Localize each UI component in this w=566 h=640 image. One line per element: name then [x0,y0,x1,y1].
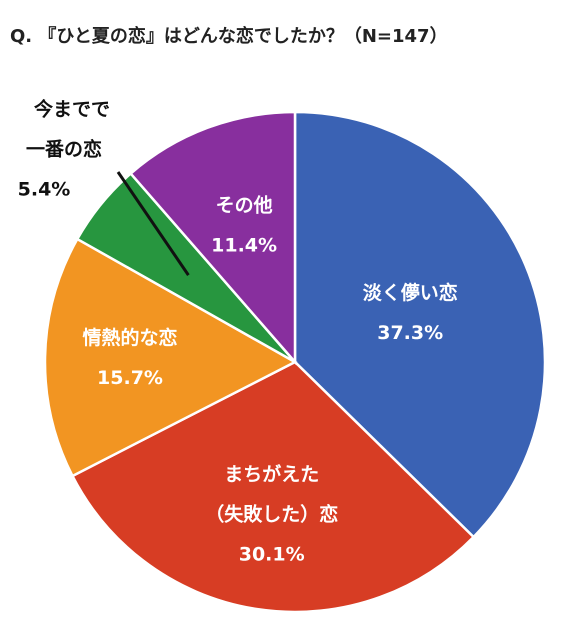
slice-2-category-label: （失敗した）恋 [205,503,338,526]
slice-3-category-label: 情熱的な恋 [82,326,177,349]
slice-1-category-label: 淡く儚い恋 [363,281,458,304]
slice-5-value-label: 11.4% [211,235,277,257]
slice-5-wedge [128,110,297,366]
slice-4-value-label: 5.4% [18,179,71,201]
slice-4-category-label: 一番の恋 [26,138,102,161]
slice-4-category-label: 今までで [33,98,110,121]
slice-3-wedge [43,237,298,478]
slice-5-category-label: その他 [216,194,273,217]
slice-2-category-label: まちがえた [224,463,319,486]
slice-2-value-label: 30.1% [239,544,305,566]
slice-3-value-label: 15.7% [97,367,163,389]
slice-4-leader-line [116,171,190,276]
slice-1-value-label: 37.3% [377,322,443,344]
slice-1-wedge [293,110,547,539]
slice-2-wedge [70,360,476,614]
chart-title: Q. 『ひと夏の恋』はどんな恋でしたか？（N=147） [10,26,448,47]
